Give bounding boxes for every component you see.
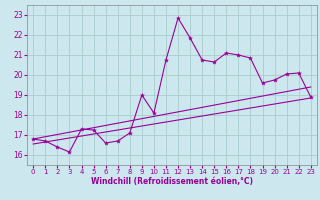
X-axis label: Windchill (Refroidissement éolien,°C): Windchill (Refroidissement éolien,°C): [91, 177, 253, 186]
